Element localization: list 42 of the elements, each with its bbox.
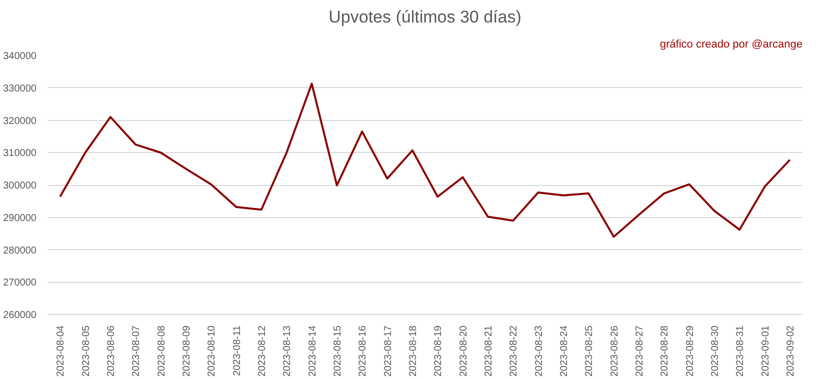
x-tick-label: 2023-08-31 (735, 325, 746, 377)
x-tick-label: 2023-08-07 (131, 325, 142, 377)
x-tick-label: 2023-08-17 (382, 325, 394, 377)
x-tick-label: 2023-08-27 (634, 325, 646, 377)
y-tick-label: 270000 (3, 278, 37, 289)
x-tick-label: 2023-09-02 (785, 325, 796, 377)
x-tick-label: 2023-08-10 (206, 325, 218, 377)
x-tick-label: 2023-08-22 (508, 325, 520, 377)
x-tick-label: 2023-08-29 (684, 325, 696, 377)
y-tick-label: 280000 (3, 245, 37, 256)
x-tick-label: 2023-08-05 (80, 325, 92, 377)
x-tick-label: 2023-08-06 (106, 325, 117, 377)
y-tick-label: 320000 (3, 116, 37, 127)
x-tick-label: 2023-08-21 (483, 325, 494, 377)
chart-title: Upvotes (últimos 30 días) (328, 8, 522, 26)
x-tick-label: 2023-08-16 (358, 325, 369, 377)
x-tick-label: 2023-08-20 (458, 325, 470, 377)
x-tick-label: 2023-08-25 (584, 325, 596, 377)
x-tick-label: 2023-08-12 (256, 325, 268, 377)
x-tick-label: 2023-08-04 (56, 325, 67, 377)
x-tick-label: 2023-08-19 (433, 325, 444, 377)
y-tick-label: 310000 (3, 148, 37, 160)
x-tick-label: 2023-08-15 (332, 325, 344, 377)
y-tick-label: 260000 (3, 310, 37, 321)
y-tick-label: 290000 (3, 212, 37, 224)
x-tick-label: 2023-08-11 (232, 325, 243, 376)
text: gráfico creado por @arcange (660, 38, 803, 50)
x-tick-label: 2023-08-26 (609, 325, 620, 377)
x-tick-label: 2023-08-28 (660, 325, 671, 377)
x-tick-label: 2023-08-13 (282, 325, 294, 377)
x-tick-label: 2023-08-08 (156, 325, 168, 377)
x-tick-label: 2023-08-24 (558, 325, 570, 377)
x-tick-label: 2023-08-18 (408, 325, 419, 377)
x-tick-label: 2023-08-09 (181, 325, 192, 377)
x-tick-label: 2023-08-23 (534, 325, 545, 377)
x-tick-label: 2023-09-01 (760, 325, 772, 377)
x-tick-label: 2023-08-14 (307, 325, 318, 377)
x-tick-label: 2023-08-30 (710, 325, 721, 377)
y-tick-label: 340000 (3, 51, 37, 62)
line-series (59, 82, 791, 238)
y-tick-label: 330000 (3, 83, 37, 94)
y-tick-label: 300000 (3, 180, 37, 192)
